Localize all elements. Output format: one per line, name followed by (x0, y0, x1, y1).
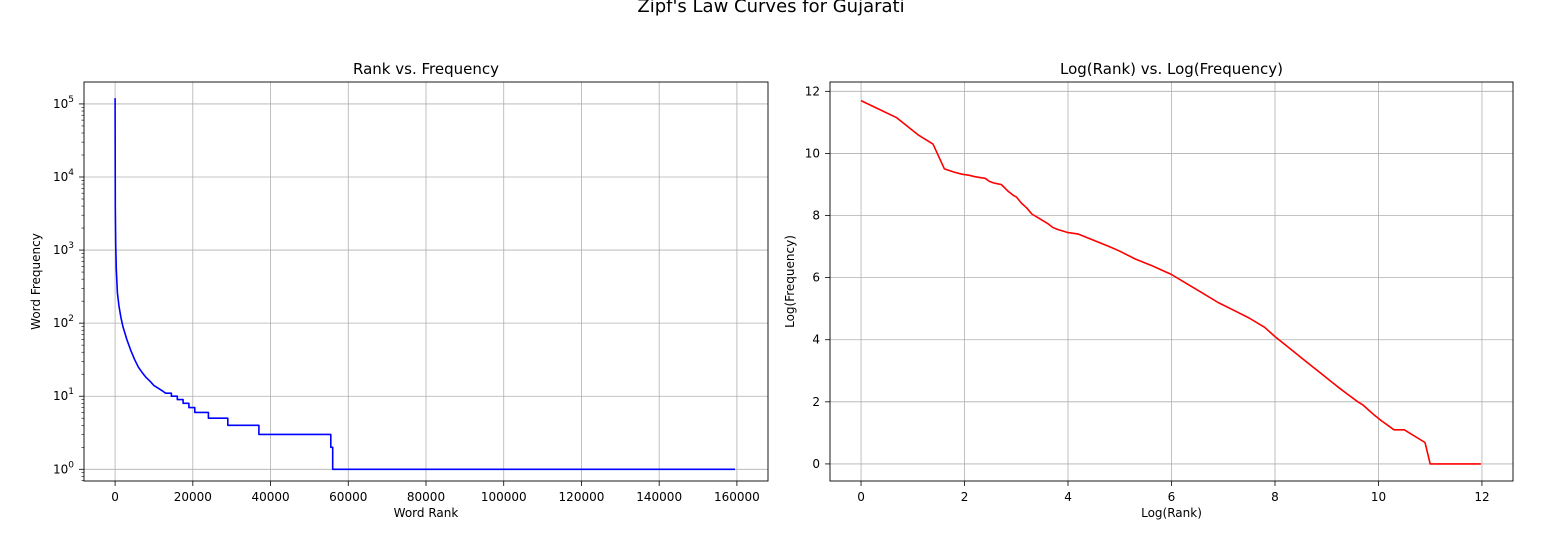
x-tick-label: 100000 (481, 490, 527, 504)
x-tick-label: 0 (857, 490, 865, 504)
rank-frequency-panel: Rank vs. Frequency 0 20000 40000 60000 80000 1… (29, 60, 769, 520)
chart-title: Log(Rank) vs. Log(Frequency) (1060, 60, 1283, 78)
y-tick-label: 101 (53, 387, 74, 403)
y-tick-label: 12 (805, 84, 820, 98)
series-line (860, 99, 1481, 465)
x-axis-label: Log(Rank) (1141, 506, 1202, 520)
x-tick-label: 120000 (559, 490, 605, 504)
x-tick-label: 40000 (251, 490, 289, 504)
x-tick-label: 2 (961, 490, 969, 504)
x-tick-label: 160000 (714, 490, 760, 504)
x-tick-label: 0 (111, 490, 119, 504)
y-tick-label: 105 (53, 95, 74, 111)
y-tick-label: 10 (805, 146, 820, 160)
y-tick-label: 104 (53, 168, 74, 184)
y-tick-label: 8 (812, 209, 820, 223)
x-tick-label: 4 (1064, 490, 1072, 504)
x-tick-label: 20000 (174, 490, 212, 504)
x-tick-label: 10 (1371, 490, 1386, 504)
y-tick-label: 102 (53, 314, 74, 330)
log-rank-log-frequency-panel: Log(Rank) vs. Log(Frequency) 0 2 4 6 8 10 12 0 2 4… (783, 60, 1514, 520)
y-tick-label: 6 (812, 271, 820, 285)
y-axis-label: Log(Frequency) (783, 235, 797, 328)
chart-title: Rank vs. Frequency (353, 60, 499, 78)
y-tick-label: 2 (812, 395, 820, 409)
y-axis-label: Word Frequency (29, 233, 43, 330)
axes-frame (83, 81, 769, 482)
x-tick-label: 12 (1474, 490, 1489, 504)
y-tick-label: 4 (812, 333, 820, 347)
y-tick-label: 0 (812, 457, 820, 471)
x-tick-label: 80000 (407, 490, 445, 504)
x-tick-label: 60000 (329, 490, 367, 504)
axes-frame (829, 81, 1514, 482)
x-tick-label: 8 (1271, 490, 1279, 504)
x-tick-label: 6 (1168, 490, 1176, 504)
x-axis-label: Word Rank (394, 506, 459, 520)
figure-suptitle: Zipf's Law Curves for Gujarati (637, 0, 904, 17)
series-line (114, 98, 735, 471)
y-tick-label: 103 (53, 241, 74, 257)
x-tick-label: 140000 (636, 490, 682, 504)
y-tick-label: 100 (53, 460, 74, 476)
